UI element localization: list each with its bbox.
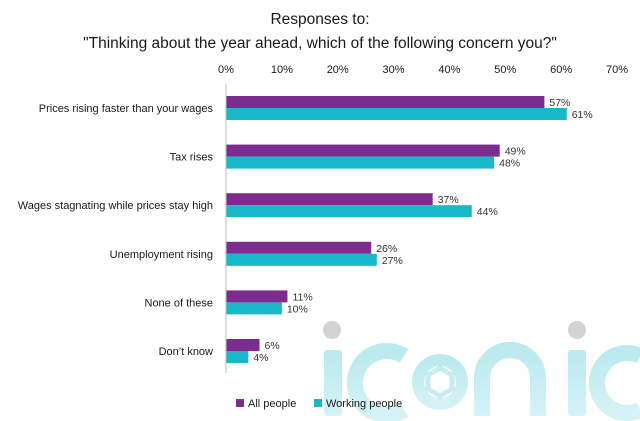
data-label: 37% [438, 194, 459, 206]
x-tick-label: 50% [494, 64, 516, 76]
legend-swatch [236, 399, 244, 407]
data-label: 11% [292, 291, 312, 303]
category-label: None of these [145, 297, 214, 309]
data-label: 61% [572, 109, 593, 121]
bar-all-people [226, 193, 433, 206]
category-label: Prices rising faster than your wages [39, 103, 214, 115]
x-tick-label: 10% [271, 64, 293, 76]
x-tick-label: 60% [550, 64, 572, 76]
category-label: Tax rises [170, 152, 214, 164]
bar-working-people [226, 156, 495, 169]
legend-label: All people [248, 398, 296, 410]
data-label: 6% [265, 340, 280, 352]
category-label: Unemployment rising [110, 249, 213, 261]
bars [226, 96, 567, 363]
bar-working-people [226, 351, 249, 363]
bar-working-people [226, 205, 472, 218]
x-tick-label: 30% [383, 64, 405, 76]
category-labels: Prices rising faster than your wages Tax … [18, 103, 214, 358]
data-labels: 57%61% 49%48% 37% 44% 26%27% 11%10% 6%4% [253, 97, 592, 364]
legend-swatch [314, 399, 322, 407]
chart-title-line2: "Thinking about the year ahead, which of… [83, 35, 557, 52]
bar-all-people [226, 96, 545, 108]
bar-working-people [226, 108, 567, 120]
category-label: Don’t know [159, 346, 213, 358]
data-label: 48% [499, 158, 520, 170]
bar-working-people [226, 253, 377, 266]
x-tick-label: 70% [606, 64, 628, 76]
data-label: 44% [477, 206, 498, 218]
data-label: 49% [505, 146, 526, 158]
bar-working-people [226, 302, 282, 315]
category-label: Wages stagnating while prices stay high [18, 200, 213, 212]
bar-all-people [226, 339, 260, 351]
iconic-watermark-logo [323, 321, 640, 421]
bar-all-people [226, 144, 500, 157]
x-tick-label: 0% [218, 64, 234, 76]
data-label: 26% [376, 243, 397, 255]
data-label: 27% [382, 255, 403, 267]
bar-all-people [226, 241, 372, 254]
chart-title-line1: Responses to: [270, 11, 369, 28]
x-tick-label: 20% [327, 64, 349, 76]
legend-label: Working people [326, 398, 402, 410]
x-tick-label: 40% [438, 64, 460, 76]
data-label: 4% [253, 352, 268, 364]
legend: All people Working people [236, 398, 402, 410]
data-label: 57% [549, 97, 570, 109]
bar-all-people [226, 290, 288, 303]
x-axis-ticks: 0% 10% 20% 30% 40% 50% 60% 70% [218, 64, 628, 76]
data-label: 10% [287, 303, 308, 315]
